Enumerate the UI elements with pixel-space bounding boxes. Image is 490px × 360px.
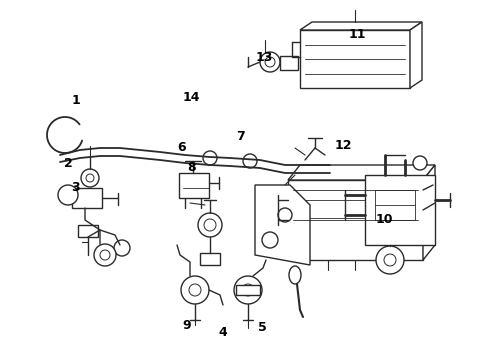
Circle shape xyxy=(86,174,94,182)
Circle shape xyxy=(189,284,201,296)
Text: 11: 11 xyxy=(349,28,367,41)
Circle shape xyxy=(413,156,427,170)
Circle shape xyxy=(262,232,278,248)
Circle shape xyxy=(114,240,130,256)
Bar xyxy=(300,30,410,88)
Text: 14: 14 xyxy=(182,91,200,104)
Bar xyxy=(179,173,209,198)
Circle shape xyxy=(198,213,222,237)
Circle shape xyxy=(260,52,280,72)
Text: 13: 13 xyxy=(256,51,273,64)
Polygon shape xyxy=(410,22,422,88)
Circle shape xyxy=(58,185,78,205)
Polygon shape xyxy=(255,185,310,265)
Circle shape xyxy=(203,151,217,165)
Text: 4: 4 xyxy=(219,327,227,339)
Text: 5: 5 xyxy=(258,321,267,334)
Text: 6: 6 xyxy=(177,141,186,154)
Text: 2: 2 xyxy=(64,157,73,170)
Text: 9: 9 xyxy=(182,319,191,332)
Text: 3: 3 xyxy=(72,181,80,194)
Bar xyxy=(375,190,415,220)
Circle shape xyxy=(278,208,292,222)
Circle shape xyxy=(181,276,209,304)
Bar xyxy=(78,225,98,237)
Polygon shape xyxy=(423,165,435,260)
Bar xyxy=(288,180,423,260)
Circle shape xyxy=(243,154,257,168)
Circle shape xyxy=(234,276,262,304)
Circle shape xyxy=(81,169,99,187)
Circle shape xyxy=(384,254,396,266)
Ellipse shape xyxy=(289,266,301,284)
Bar xyxy=(303,200,408,218)
Polygon shape xyxy=(300,22,422,30)
Polygon shape xyxy=(288,165,435,180)
Text: 7: 7 xyxy=(236,130,245,143)
Bar xyxy=(236,285,260,295)
Text: 1: 1 xyxy=(72,94,80,107)
Circle shape xyxy=(242,284,254,296)
Bar xyxy=(280,56,298,70)
Bar xyxy=(200,253,220,265)
Circle shape xyxy=(100,250,110,260)
Text: 10: 10 xyxy=(376,213,393,226)
Bar xyxy=(365,175,435,245)
Text: 12: 12 xyxy=(334,139,352,152)
Bar xyxy=(72,188,102,208)
Circle shape xyxy=(204,219,216,231)
Circle shape xyxy=(376,246,404,274)
Text: 8: 8 xyxy=(187,161,196,174)
Circle shape xyxy=(94,244,116,266)
Circle shape xyxy=(265,57,275,67)
